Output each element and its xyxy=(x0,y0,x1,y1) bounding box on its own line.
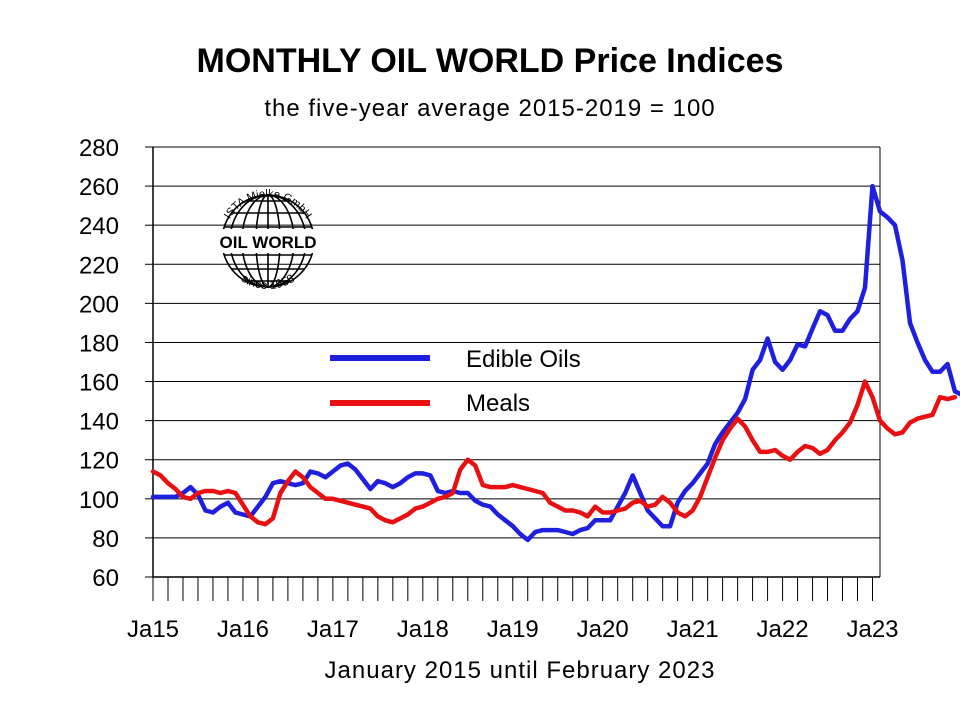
x-tick-label-Ja21: Ja21 xyxy=(667,616,719,643)
y-tick-label-100: 100 xyxy=(79,487,119,514)
series-lines xyxy=(150,183,960,543)
x-tick-label-Ja22: Ja22 xyxy=(757,616,809,643)
x-axis-ticks: Ja15 Ja16 Ja17 Ja18 Ja19 Ja20 Ja21 Ja22 Ja23 xyxy=(127,577,899,643)
x-tick-label-Ja17: Ja17 xyxy=(307,616,359,643)
x-tick-label-Ja19: Ja19 xyxy=(487,616,539,643)
x-tick-label-Ja18: Ja18 xyxy=(397,616,449,643)
oil-world-logo: OIL WORLD ISTA Mielke GmbH since 1958 xyxy=(218,188,318,292)
y-tick-label-240: 240 xyxy=(79,213,119,240)
axes xyxy=(145,146,881,578)
logo-center-text: OIL WORLD xyxy=(220,233,317,252)
x-tick-label-Ja20: Ja20 xyxy=(577,616,629,643)
chart-subtitle: the five-year average 2015-2019 = 100 xyxy=(264,95,715,122)
series-line-edible-oils xyxy=(150,183,960,543)
series-line-meals xyxy=(150,379,958,527)
y-tick-label-280: 280 xyxy=(79,135,119,162)
y-tick-label-80: 80 xyxy=(92,526,119,553)
y-tick-label-160: 160 xyxy=(79,370,119,397)
y-tick-label-60: 60 xyxy=(92,565,119,592)
x-tick-label-Ja23: Ja23 xyxy=(846,616,898,643)
x-axis-label: January 2015 until February 2023 xyxy=(325,657,716,684)
y-axis-tick-labels: 60 80 100 120 140 160 180 200 220 240 260 280 xyxy=(79,135,119,592)
y-tick-label-140: 140 xyxy=(79,409,119,436)
y-tick-label-220: 220 xyxy=(79,252,119,279)
logo-bottom-text: since 1958 xyxy=(239,271,297,292)
x-tick-label-Ja16: Ja16 xyxy=(217,616,269,643)
legend-label-meals: Meals xyxy=(466,390,530,417)
y-tick-label-200: 200 xyxy=(79,291,119,318)
gridlines xyxy=(153,146,880,539)
y-tick-label-180: 180 xyxy=(79,330,119,357)
chart-title: MONTHLY OIL WORLD Price Indices xyxy=(197,42,784,80)
legend: Edible Oils Meals xyxy=(330,346,581,417)
x-tick-label-Ja15: Ja15 xyxy=(127,616,179,643)
legend-label-edible-oils: Edible Oils xyxy=(466,346,581,373)
y-tick-label-260: 260 xyxy=(79,174,119,201)
y-tick-label-120: 120 xyxy=(79,448,119,475)
